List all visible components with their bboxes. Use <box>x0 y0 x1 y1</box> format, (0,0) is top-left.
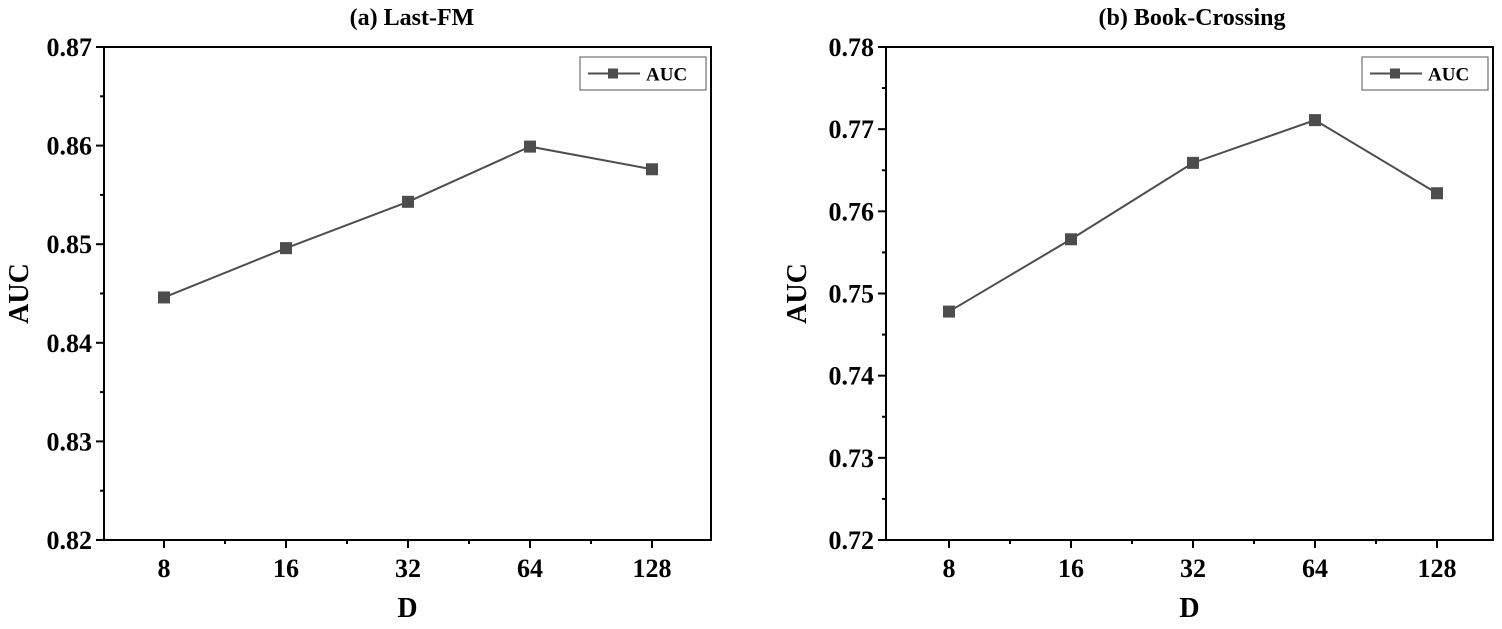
data-point <box>158 291 170 304</box>
series-line <box>163 145 653 299</box>
data-point <box>1065 233 1077 246</box>
x-axis-label: D <box>1179 593 1199 624</box>
x-tick-label: 64 <box>517 554 543 583</box>
y-tick-label: 0.76 <box>829 197 875 226</box>
chart-panel-2: (b) Book-Crossing 0.72 0.73 0.74 0.75 0.76 0.7… <box>782 5 1494 624</box>
x-tick-label: 16 <box>1058 554 1084 583</box>
legend: AUC <box>1361 56 1489 91</box>
y-tick-label: 0.83 <box>47 427 93 456</box>
x-tick-label: 64 <box>1302 554 1328 583</box>
chart-title: (b) Book-Crossing <box>1099 5 1286 31</box>
y-tick-label: 0.74 <box>829 362 875 391</box>
y-tick-label: 0.87 <box>47 33 93 62</box>
y-tick-label: 0.75 <box>829 280 875 309</box>
y-axis-label: AUC <box>782 263 813 324</box>
y-tick-label: 0.78 <box>829 33 875 62</box>
legend-label: AUC <box>1428 65 1469 86</box>
x-tick-label: 8 <box>943 554 956 583</box>
x-tick-label: 128 <box>1418 554 1457 583</box>
y-tick-label: 0.72 <box>829 526 875 555</box>
data-point <box>1431 187 1443 200</box>
data-point <box>1309 114 1321 127</box>
chart-panel-1: (a) Last-FM 0.82 0.83 0.84 0.85 0.86 0.87 8 16 32… <box>4 5 712 624</box>
plot-frame <box>103 46 712 541</box>
x-axis-label: D <box>397 593 417 624</box>
legend-marker-swatch <box>608 68 618 79</box>
legend-marker-swatch <box>1390 68 1400 79</box>
y-tick-label: 0.85 <box>47 230 93 259</box>
chart-title: (a) Last-FM <box>350 5 475 31</box>
data-point <box>280 242 292 255</box>
x-tick-label: 32 <box>395 554 421 583</box>
y-tick-label: 0.84 <box>47 329 93 358</box>
x-tick-label: 32 <box>1180 554 1206 583</box>
legend-label: AUC <box>646 65 687 86</box>
plot-frame <box>885 46 1494 541</box>
y-tick-label: 0.77 <box>829 115 875 144</box>
y-tick-label: 0.86 <box>47 132 93 161</box>
data-point <box>646 163 658 176</box>
legend: AUC <box>579 56 707 91</box>
series-line <box>948 119 1438 313</box>
data-point <box>1187 156 1199 169</box>
y-axis-label: AUC <box>4 263 35 324</box>
data-point <box>943 305 955 318</box>
data-point <box>402 195 414 208</box>
x-tick-label: 8 <box>158 554 171 583</box>
x-tick-label: 128 <box>633 554 672 583</box>
x-tick-label: 16 <box>273 554 299 583</box>
data-point <box>524 140 536 153</box>
y-tick-label: 0.82 <box>47 526 93 555</box>
y-tick-label: 0.73 <box>829 444 875 473</box>
